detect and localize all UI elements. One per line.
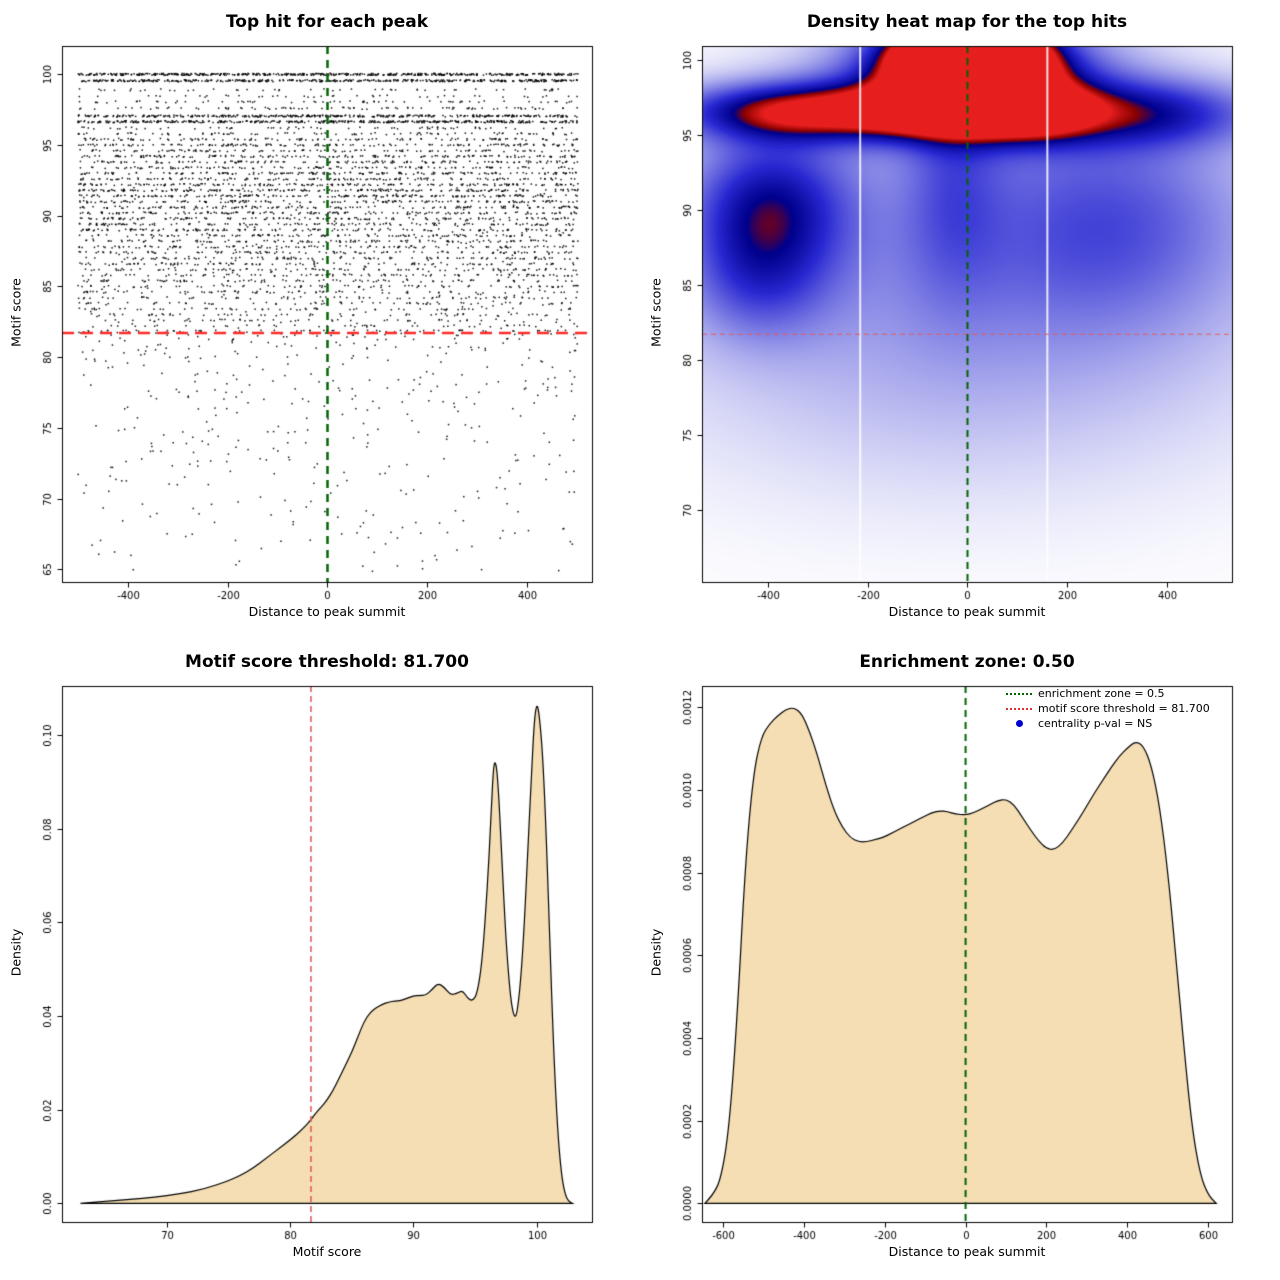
legend-item-motif-threshold: motif score threshold = 81.700 (1006, 701, 1210, 716)
scatter-plot-canvas (0, 0, 640, 640)
enrichment-zone-line-swatch (1006, 692, 1032, 695)
legend-item-centrality-pval: centrality p-val = NS (1006, 716, 1210, 731)
legend-item-enrichment-zone: enrichment zone = 0.5 (1006, 686, 1210, 701)
motif-score-density-canvas (0, 640, 640, 1280)
motif-threshold-line-swatch (1006, 707, 1032, 710)
legend-label-motif-threshold: motif score threshold = 81.700 (1038, 702, 1210, 715)
scatter-title: Top hit for each peak (225, 12, 429, 32)
motif-density-x-axis-label: Motif score (292, 1244, 362, 1259)
motif-density-title: Motif score threshold: 81.700 (185, 652, 469, 672)
panel-enrichment-zone-density: Enrichment zone: 0.50 Distance to peak s… (640, 640, 1280, 1280)
legend-label-centrality-pval: centrality p-val = NS (1038, 717, 1153, 730)
centrality-pval-swatch (1006, 720, 1032, 727)
legend-label-enrichment-zone: enrichment zone = 0.5 (1038, 687, 1165, 700)
enrichment-x-axis-label: Distance to peak summit (888, 1244, 1046, 1259)
panel-top-hit-scatter: Top hit for each peak Distance to peak s… (0, 0, 640, 640)
heatmap-canvas (640, 0, 1280, 640)
enrichment-y-axis-label: Density (648, 928, 664, 977)
distance-density-canvas (640, 640, 1280, 1280)
scatter-x-axis-label: Distance to peak summit (248, 604, 406, 619)
heatmap-title: Density heat map for the top hits (806, 12, 1128, 32)
panel-density-heatmap: Density heat map for the top hits Distan… (640, 0, 1280, 640)
heatmap-x-axis-label: Distance to peak summit (888, 604, 1046, 619)
scatter-y-axis-label: Motif score (8, 278, 24, 347)
motif-density-y-axis-label: Density (8, 928, 24, 977)
centrality-pval-point-icon (1015, 720, 1023, 727)
heatmap-y-axis-label: Motif score (648, 278, 664, 347)
enrichment-title: Enrichment zone: 0.50 (859, 652, 1075, 672)
plot-legend: enrichment zone = 0.5 motif score thresh… (1006, 686, 1210, 731)
panel-motif-score-density: Motif score threshold: 81.700 Motif scor… (0, 640, 640, 1280)
